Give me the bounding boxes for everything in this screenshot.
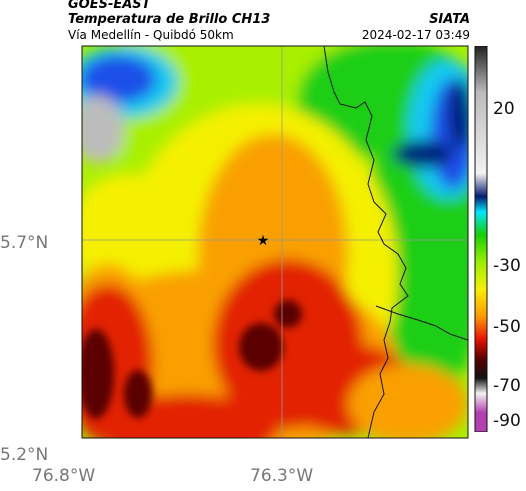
organization-label: SIATA bbox=[429, 12, 470, 27]
department-boundary bbox=[323, 46, 409, 438]
product-title: Temperatura de Brillo CH13 bbox=[68, 12, 271, 27]
route-subtitle: Vía Medellín - Quibdó 50km bbox=[68, 28, 234, 42]
map-frame bbox=[81, 45, 469, 439]
brightness-temperature-map[interactable]: ★ bbox=[68, 44, 470, 454]
star-icon: ★ bbox=[257, 233, 270, 249]
lon-label-76-3: 76.3°W bbox=[250, 466, 314, 486]
lat-label-5-2: 5.2°N bbox=[0, 445, 49, 465]
colorbar-label-m50: -50 bbox=[493, 317, 521, 337]
colorbar-label-m70: -70 bbox=[493, 376, 521, 396]
lon-label-76-8: 76.8°W bbox=[32, 466, 96, 486]
colorbar-label-m90: -90 bbox=[493, 411, 521, 431]
department-boundary-east bbox=[375, 305, 468, 341]
colorbar bbox=[474, 46, 488, 432]
lat-label-5-7: 5.7°N bbox=[0, 233, 49, 253]
colorbar-label-20: 20 bbox=[493, 99, 515, 119]
satellite-title: GOES-EAST bbox=[68, 0, 151, 12]
timestamp-label: 2024-02-17 03:49 bbox=[361, 28, 470, 42]
colorbar-label-m30: -30 bbox=[493, 256, 521, 276]
